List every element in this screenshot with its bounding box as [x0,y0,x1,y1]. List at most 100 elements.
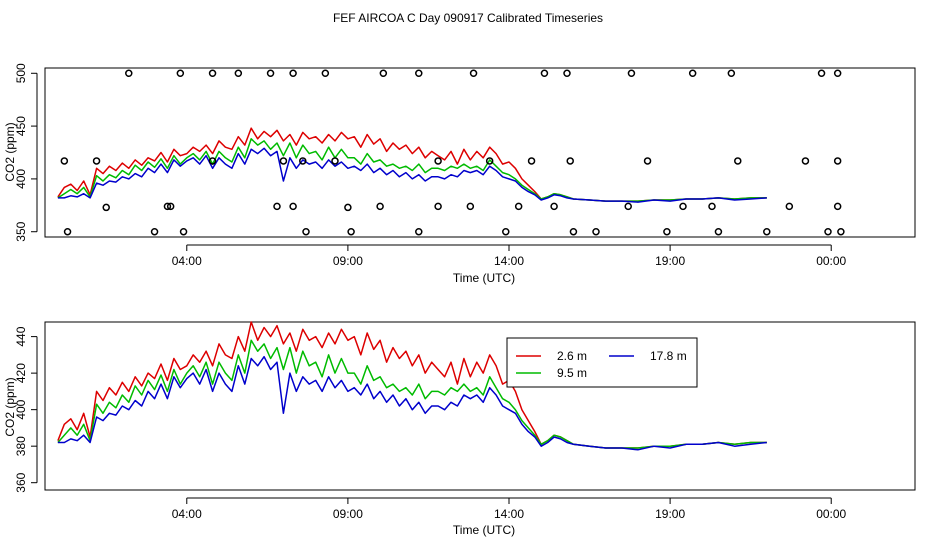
flag-point [321,69,330,78]
flag-point [785,202,794,211]
flag-point [434,157,442,165]
flag-point [163,202,172,211]
flag-point [63,227,72,236]
flag-point [833,69,842,78]
flag-point [208,69,217,78]
flag-point [376,202,384,211]
legend-label-17-8m: 17.8 m [650,349,687,363]
flag-point [331,157,339,165]
flag-point [466,202,475,211]
top-panel-xlabel: Time (UTC) [453,271,515,285]
flag-point [833,157,842,165]
flag-point [415,227,423,236]
flag-point [679,202,687,211]
bottom-x-tick-label: 04:00 [172,507,202,521]
bottom-x-tick-label: 00:00 [816,507,846,521]
flag-point [624,202,632,211]
flag-point [563,69,571,78]
flag-point [527,157,536,165]
flag-point [727,69,736,78]
top-panel-lines [57,127,767,203]
bottom-x-tick-label: 19:00 [655,507,685,521]
bottom-x-tick-label: 14:00 [494,507,524,521]
flag-point [166,202,175,211]
flag-point [502,227,510,236]
flag-point [801,157,810,165]
top-panel-ylabel: CO2 (ppm) [3,122,17,181]
top-panel-flag-points [60,69,845,236]
bottom-panel-axes: 04:00 09:00 14:00 19:00 00:00 360 380 400 420 440 [14,326,847,521]
flag-point [817,69,826,78]
flag-point [627,69,636,78]
flag-point [485,157,494,165]
bottom-y-tick-label: 400 [14,399,28,419]
top-series-9-5m [57,138,767,202]
flag-point [643,157,652,165]
flag-point [102,203,110,212]
flag-point [714,227,723,236]
bottom-y-tick-label: 360 [14,472,28,492]
bottom-panel-frame [44,321,916,491]
flag-point [208,157,217,165]
flag-point [60,157,69,165]
flag-point [379,69,388,78]
chart-title: FEF AIRCOA C Day 090917 Calibrated Times… [333,11,603,25]
top-panel-axes: 04:00 09:00 14:00 19:00 00:00 350 400 450 500 [14,63,847,268]
bottom-panel-ylabel: CO2 (ppm) [3,377,17,436]
bottom-panel-xlabel: Time (UTC) [453,523,515,537]
flag-point [234,69,243,78]
top-y-tick-label: 400 [14,169,28,189]
flag-point [540,69,549,78]
flag-point [569,227,578,236]
flag-point [469,69,478,78]
flag-point [279,157,288,165]
flag-point [708,202,716,211]
flag-point [125,69,133,78]
flag-point [289,202,297,211]
flag-point [289,69,297,78]
bottom-series-17-8m [57,355,767,451]
bottom-panel-lines [57,321,767,451]
legend-box [506,337,698,388]
bottom-y-tick-label: 420 [14,363,28,383]
top-x-tick-label: 14:00 [494,254,524,268]
top-y-tick-label: 450 [14,116,28,136]
flag-point [688,69,697,78]
top-x-tick-label: 00:00 [816,254,846,268]
flag-point [92,157,101,165]
top-panel-frame [44,67,916,238]
bottom-series-9-5m [57,339,767,449]
flag-point [150,227,159,236]
flag-point [415,69,423,78]
bottom-y-tick-label: 440 [14,326,28,346]
flag-point [299,157,307,165]
flag-point [824,227,832,236]
flag-point [302,227,310,236]
flag-point [344,203,352,212]
flag-point [550,202,558,211]
top-series-17-8m [57,147,767,203]
flag-point [763,227,771,236]
legend-label-9-5m: 9.5 m [557,366,587,380]
flag-point [663,227,671,236]
legend: 2.6 m 17.8 m 9.5 m [506,337,698,388]
flag-point [833,202,842,211]
top-y-tick-label: 500 [14,63,28,83]
legend-label-2-6m: 2.6 m [557,349,587,363]
flag-point [179,227,188,236]
top-y-tick-label: 350 [14,221,28,241]
top-x-tick-label: 09:00 [333,254,363,268]
flag-point [734,157,742,165]
flag-point [566,157,574,165]
flag-point [176,69,185,78]
flag-point [434,202,442,211]
bottom-x-tick-label: 09:00 [333,507,363,521]
bottom-y-tick-label: 380 [14,436,28,456]
flag-point [514,202,523,211]
flag-point [837,227,845,236]
top-x-tick-label: 19:00 [655,254,685,268]
flag-point [273,202,281,211]
flag-point [266,69,275,78]
